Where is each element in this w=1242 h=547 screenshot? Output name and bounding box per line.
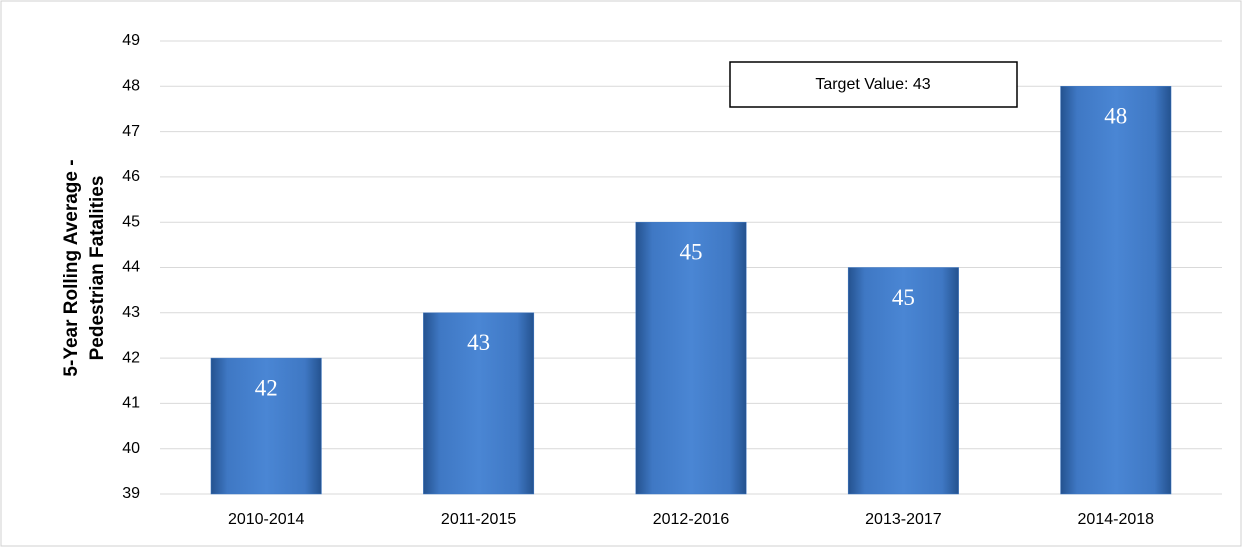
y-tick-label: 40 (122, 440, 140, 457)
y-tick-label: 41 (122, 395, 140, 412)
y-axis-title: 5-Year Rolling Average - (61, 159, 82, 376)
y-tick-label: 47 (122, 123, 140, 140)
y-tick-label: 39 (122, 485, 140, 502)
y-tick-label: 43 (122, 304, 140, 321)
y-tick-label: 48 (122, 78, 140, 95)
y-tick-label: 44 (122, 259, 140, 276)
bars: 2010-2014 42 2011-2015 43 2012-2016 45 2013-20… (210, 86, 1172, 528)
x-tick-label: 2014-2018 (1078, 511, 1155, 528)
y-axis-title: Pedestrian Fatalities (87, 176, 108, 361)
y-tick-label: 46 (122, 168, 140, 185)
bar-label: 48 (1104, 104, 1127, 129)
annotation: Target Value: 43 (815, 76, 930, 93)
y-tick-label: 45 (122, 213, 140, 230)
x-tick-label: 2011-2015 (441, 511, 516, 528)
bar (210, 357, 322, 495)
annotation-box (729, 61, 1018, 108)
bar-label: 45 (680, 239, 703, 264)
bar-label: 45 (892, 285, 915, 310)
x-tick-label: 2013-2017 (865, 511, 942, 528)
x-tick-label: 2010-2014 (228, 511, 305, 528)
bar (635, 221, 747, 495)
bar-label: 43 (467, 330, 490, 355)
bar (423, 312, 535, 495)
y-tick-label: 49 (122, 32, 140, 49)
x-tick-label: 2012-2016 (653, 511, 730, 528)
bar (847, 267, 959, 495)
bar-label: 42 (255, 375, 278, 400)
y-tick-label: 42 (122, 349, 140, 366)
bar (1060, 86, 1172, 495)
